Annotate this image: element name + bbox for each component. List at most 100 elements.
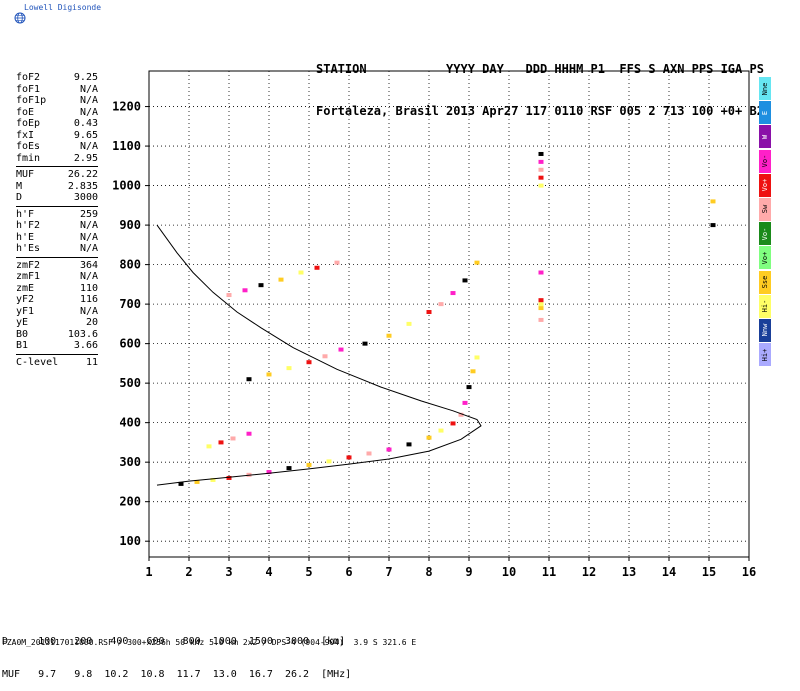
legend-label: Vo+ (761, 251, 769, 265)
echo-point (438, 428, 444, 433)
x-tick-label: 8 (425, 565, 432, 579)
param-label: h'E (16, 231, 35, 243)
echo-point (326, 459, 332, 464)
y-tick-label: 500 (119, 376, 141, 390)
y-tick-label: 800 (119, 258, 141, 272)
param-value: N/A (79, 231, 98, 243)
param-label: zmF2 (16, 259, 41, 271)
x-tick-label: 16 (742, 565, 756, 579)
parameter-panel: foF2 9.25 foF1 N/A foF1p N/A foE N/A foEp 0.43 fxI… (16, 72, 98, 368)
legend-swatch: Sw (759, 197, 771, 221)
echo-point (258, 283, 264, 288)
legend-label: Sse (761, 275, 769, 289)
echo-point (286, 366, 292, 371)
param-label: h'F2 (16, 220, 41, 231)
y-tick-label: 1100 (112, 139, 141, 153)
x-tick-label: 15 (702, 565, 716, 579)
echo-point (466, 385, 472, 390)
echo-point (386, 333, 392, 338)
echo-point (462, 278, 468, 283)
param-row: foE N/A (16, 107, 98, 119)
y-tick-label: 200 (119, 495, 141, 509)
echo-point (458, 412, 464, 417)
echo-point (286, 466, 292, 471)
chart-grid (149, 71, 749, 557)
param-label: M (16, 180, 23, 192)
param-row: MUF 26.22 (16, 169, 98, 181)
logo-text: Lowell Digisonde (24, 3, 102, 12)
param-row: fxI 9.65 (16, 130, 98, 142)
echo-point (178, 481, 184, 486)
echo-point (226, 293, 232, 298)
param-row: h'F2 N/A (16, 220, 98, 232)
echo-point (334, 260, 340, 265)
param-separator (16, 353, 98, 355)
echo-point (346, 455, 352, 460)
echo-point (538, 302, 544, 307)
echo-point (710, 199, 716, 204)
legend-label: Sw (761, 205, 769, 214)
legend-swatch: E (759, 101, 771, 125)
param-value: 0.43 (73, 118, 98, 129)
param-value: 3000 (73, 192, 98, 203)
param-row: h'F 259 (16, 209, 98, 221)
legend-swatch: Hi+ (759, 343, 771, 367)
header-labels: STATION YYYY DAY DDD HHHM P1 FFS S AXN P… (316, 62, 764, 76)
x-tick-label: 12 (582, 565, 596, 579)
param-label: zmF1 (16, 271, 41, 282)
param-value: 110 (79, 282, 98, 294)
param-row: foEp 0.43 (16, 118, 98, 130)
echo-point (426, 310, 432, 315)
param-row: h'E N/A (16, 232, 98, 244)
legend-swatch: W (759, 125, 771, 149)
x-tick-label: 1 (145, 565, 152, 579)
echo-point (426, 435, 432, 440)
ionogram-chart: 1 2 3 4 5 6 7 8 9 10 11 12 13 14 15 1610020030040050060… (112, 70, 756, 579)
param-row: yF2 116 (16, 294, 98, 306)
param-label: foEp (16, 118, 41, 129)
echo-point (538, 175, 544, 180)
param-value: N/A (79, 95, 98, 106)
echo-point (314, 265, 320, 270)
legend-swatch: Nne (759, 77, 771, 100)
y-tick-label: 1200 (112, 100, 141, 114)
param-value: 26.22 (67, 169, 98, 180)
echo-point (450, 421, 456, 426)
polarization-legend: Nne E W Vo- Vo+ Sw Vo- Vo+ Sse Hi- Nnw Hi+ (759, 77, 771, 367)
x-tick-label: 4 (265, 565, 272, 579)
echo-point (322, 354, 328, 359)
legend-swatch: Nnw (759, 318, 771, 342)
y-tick-label: 400 (119, 416, 141, 430)
distance-row: D 100 200 400 600 800 1000 1500 3000 [km… (2, 636, 346, 647)
param-row: C-level 11 (16, 357, 98, 369)
echo-point (298, 270, 304, 275)
param-value: N/A (79, 83, 98, 95)
y-tick-label: 900 (119, 218, 141, 232)
echo-point (538, 306, 544, 311)
param-value: 11 (85, 356, 98, 368)
x-tick-label: 7 (385, 565, 392, 579)
param-separator (16, 205, 98, 207)
echo-point (474, 260, 480, 265)
param-row: foF2 9.25 (16, 72, 98, 84)
legend-swatch: Vo+ (759, 246, 771, 270)
echo-point (338, 347, 344, 352)
echo-point (438, 302, 444, 307)
echo-point (242, 288, 248, 293)
echo-point (266, 470, 272, 475)
y-tick-label: 100 (119, 534, 141, 548)
param-value: 2.95 (73, 152, 98, 164)
echo-point (226, 475, 232, 480)
legend-label: E (761, 110, 769, 115)
param-label: yF2 (16, 294, 35, 305)
param-value: 103.6 (67, 328, 98, 340)
x-tick-label: 11 (542, 565, 556, 579)
echo-traces (178, 151, 716, 486)
plot-frame (148, 70, 750, 558)
legend-swatch: Vo+ (759, 173, 771, 197)
legend-label: Vo- (761, 154, 769, 168)
param-label: foF1 (16, 83, 41, 95)
echo-point (538, 159, 544, 164)
param-label: foF1p (16, 95, 47, 106)
x-tick-label: 14 (662, 565, 676, 579)
